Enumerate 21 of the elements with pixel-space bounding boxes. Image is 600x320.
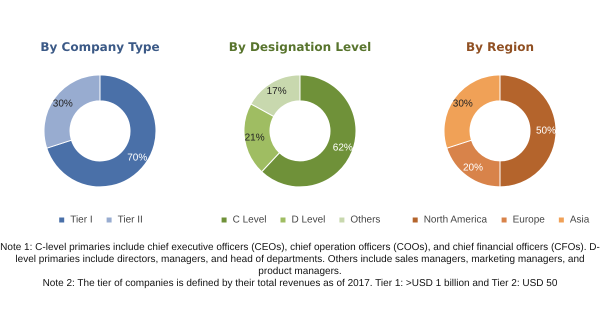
legend-label: North America	[424, 214, 488, 226]
chart-title: By Company Type	[40, 40, 160, 54]
data-label: 20%	[462, 162, 484, 174]
data-label: 30%	[452, 98, 473, 110]
data-label: 30%	[52, 98, 73, 110]
legend-label: Europe	[512, 214, 546, 226]
text: Note 2: The tier of companies is defined by their total revenues as of 2017. Tier 1: >USD 1 billion and Tier 2: USD 50	[42, 278, 558, 290]
data-label: 70%	[127, 152, 148, 164]
data-label: 17%	[266, 86, 287, 97]
legend-label: Others	[350, 214, 380, 226]
legend-label: Tier II	[118, 214, 143, 226]
legend-label: Asia	[570, 214, 590, 226]
data-label: 62%	[332, 142, 353, 154]
data-label: 21%	[244, 132, 265, 144]
text: Note 1: C-level primaries include chief executive officers (CEOs), chief operation officers (COOs), and chief financial officers (CFOs). D-level primaries include directors, managers, and head of departments. Others include sales managers, marketing managers, and product managers.	[0, 242, 600, 278]
data-label: 50%	[536, 125, 556, 136]
chart-title: By Designation Level	[228, 40, 372, 54]
legend-label: Tier I	[70, 214, 93, 226]
legend-label: C Level	[232, 214, 266, 226]
legend-label: D Level	[291, 214, 326, 226]
chart-title: By Region	[466, 40, 534, 54]
